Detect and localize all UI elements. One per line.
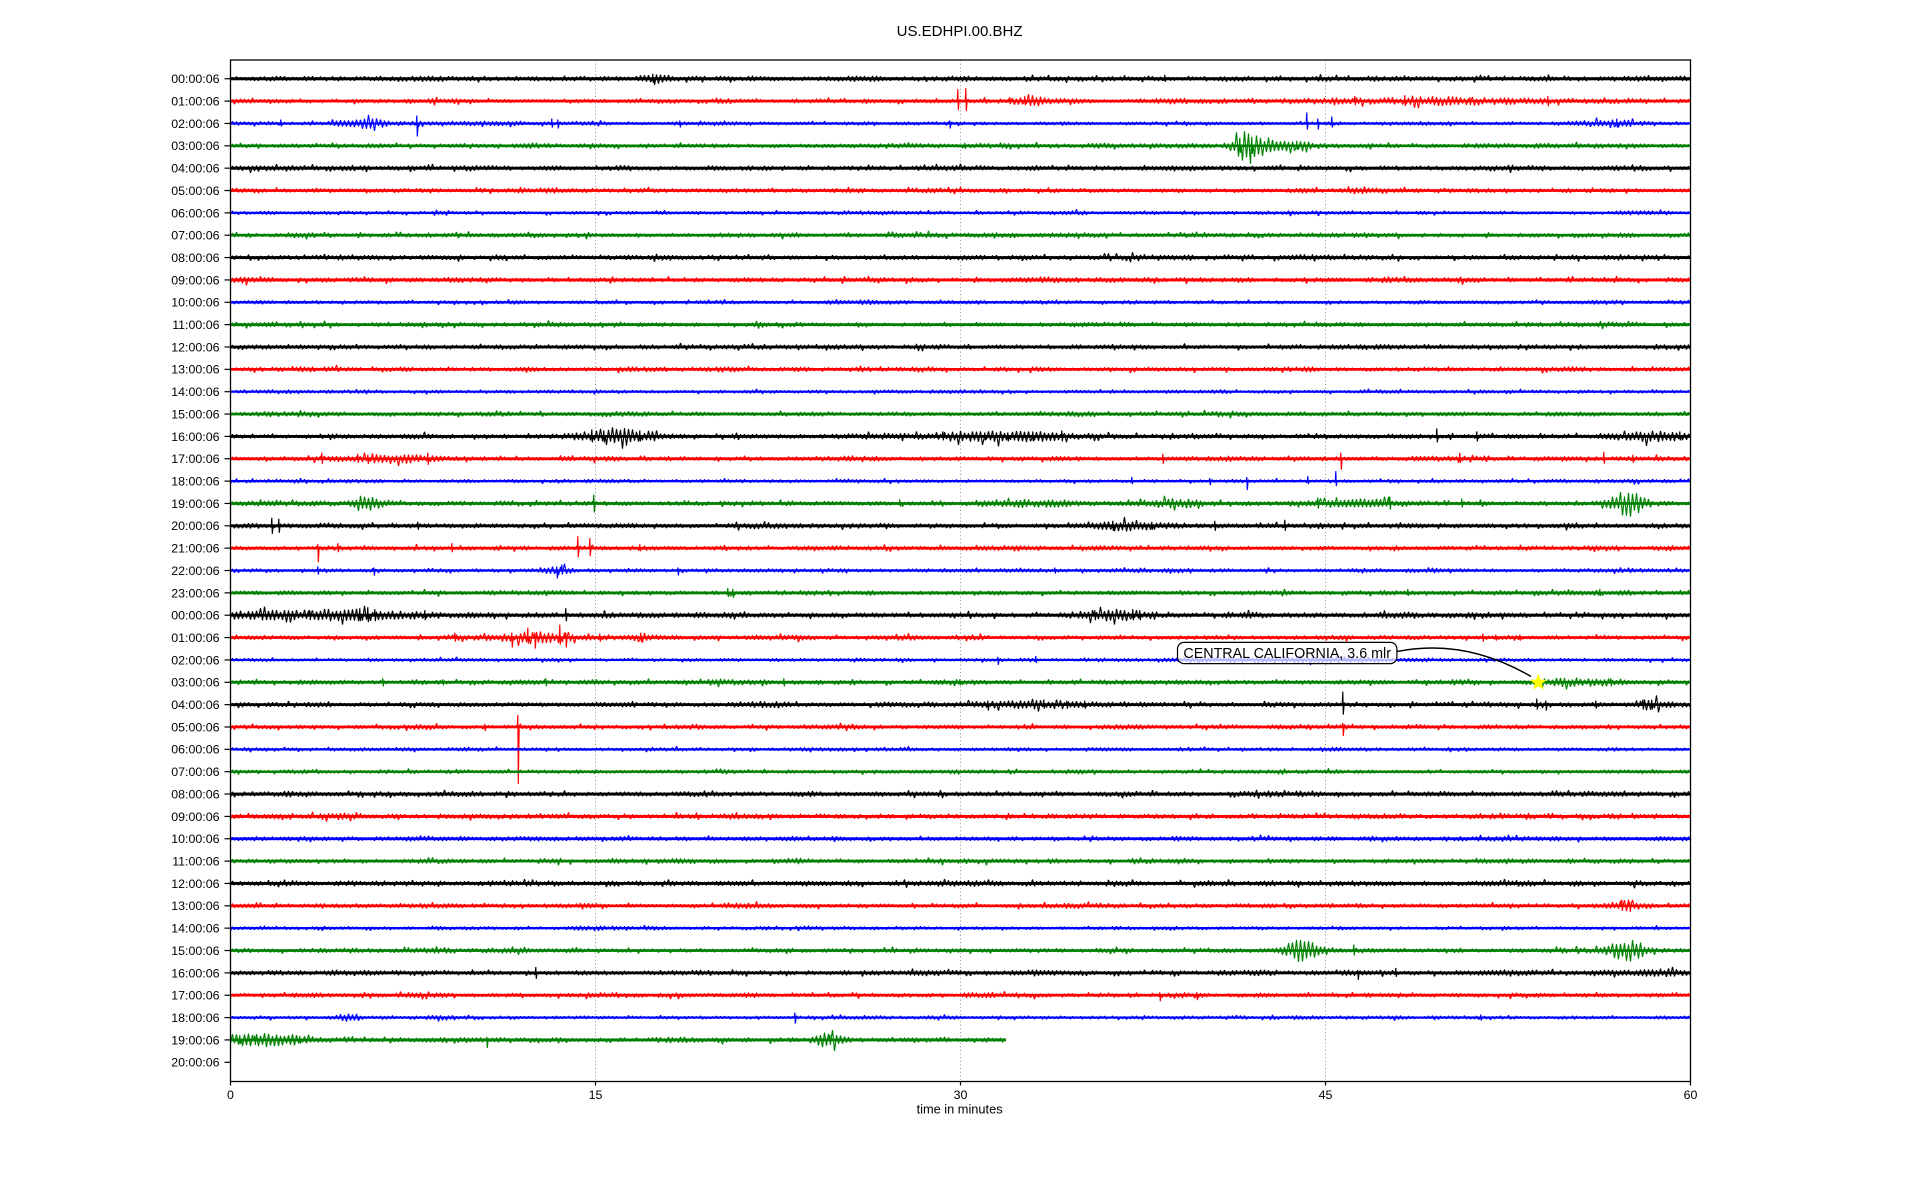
svg-text:22:00:06: 22:00:06 bbox=[171, 564, 219, 578]
svg-text:03:00:06: 03:00:06 bbox=[171, 676, 219, 690]
svg-text:06:00:06: 06:00:06 bbox=[171, 743, 219, 757]
svg-text:04:00:06: 04:00:06 bbox=[171, 698, 219, 712]
svg-text:19:00:06: 19:00:06 bbox=[171, 497, 219, 511]
svg-text:01:00:06: 01:00:06 bbox=[171, 631, 219, 645]
svg-text:0: 0 bbox=[227, 1088, 234, 1102]
svg-text:01:00:06: 01:00:06 bbox=[171, 95, 219, 109]
svg-text:CENTRAL CALIFORNIA, 3.6 mlr: CENTRAL CALIFORNIA, 3.6 mlr bbox=[1183, 646, 1391, 662]
svg-text:14:00:06: 14:00:06 bbox=[171, 922, 219, 936]
svg-text:00:00:06: 00:00:06 bbox=[171, 609, 219, 623]
svg-text:18:00:06: 18:00:06 bbox=[171, 1011, 219, 1025]
svg-text:08:00:06: 08:00:06 bbox=[171, 787, 219, 801]
svg-text:US.EDHPI.00.BHZ: US.EDHPI.00.BHZ bbox=[897, 23, 1023, 40]
svg-text:07:00:06: 07:00:06 bbox=[171, 765, 219, 779]
svg-text:60: 60 bbox=[1684, 1088, 1698, 1102]
svg-text:17:00:06: 17:00:06 bbox=[171, 452, 219, 466]
svg-text:14:00:06: 14:00:06 bbox=[171, 385, 219, 399]
svg-text:02:00:06: 02:00:06 bbox=[171, 117, 219, 131]
svg-text:15:00:06: 15:00:06 bbox=[171, 944, 219, 958]
svg-text:13:00:06: 13:00:06 bbox=[171, 899, 219, 913]
svg-text:12:00:06: 12:00:06 bbox=[171, 340, 219, 354]
svg-text:09:00:06: 09:00:06 bbox=[171, 273, 219, 287]
svg-text:00:00:06: 00:00:06 bbox=[171, 72, 219, 86]
svg-text:30: 30 bbox=[954, 1088, 968, 1102]
svg-text:45: 45 bbox=[1319, 1088, 1333, 1102]
svg-text:16:00:06: 16:00:06 bbox=[171, 966, 219, 980]
svg-text:17:00:06: 17:00:06 bbox=[171, 989, 219, 1003]
svg-text:08:00:06: 08:00:06 bbox=[171, 251, 219, 265]
svg-text:12:00:06: 12:00:06 bbox=[171, 877, 219, 891]
svg-text:23:00:06: 23:00:06 bbox=[171, 586, 219, 600]
svg-text:11:00:06: 11:00:06 bbox=[172, 855, 219, 869]
svg-text:20:00:06: 20:00:06 bbox=[171, 519, 219, 533]
svg-text:06:00:06: 06:00:06 bbox=[171, 206, 219, 220]
svg-text:10:00:06: 10:00:06 bbox=[171, 296, 219, 310]
svg-text:21:00:06: 21:00:06 bbox=[171, 542, 219, 556]
svg-text:02:00:06: 02:00:06 bbox=[171, 653, 219, 667]
svg-text:15: 15 bbox=[589, 1088, 603, 1102]
svg-text:03:00:06: 03:00:06 bbox=[171, 139, 219, 153]
svg-text:11:00:06: 11:00:06 bbox=[172, 318, 219, 332]
svg-text:05:00:06: 05:00:06 bbox=[171, 720, 219, 734]
svg-text:time in minutes: time in minutes bbox=[917, 1102, 1003, 1117]
svg-text:19:00:06: 19:00:06 bbox=[171, 1033, 219, 1047]
svg-text:05:00:06: 05:00:06 bbox=[171, 184, 219, 198]
svg-text:04:00:06: 04:00:06 bbox=[171, 162, 219, 176]
svg-text:10:00:06: 10:00:06 bbox=[171, 832, 219, 846]
svg-text:09:00:06: 09:00:06 bbox=[171, 810, 219, 824]
svg-text:15:00:06: 15:00:06 bbox=[171, 407, 219, 421]
svg-text:16:00:06: 16:00:06 bbox=[171, 430, 219, 444]
svg-text:20:00:06: 20:00:06 bbox=[171, 1056, 219, 1070]
svg-text:07:00:06: 07:00:06 bbox=[171, 229, 219, 243]
svg-text:18:00:06: 18:00:06 bbox=[171, 475, 219, 489]
svg-text:13:00:06: 13:00:06 bbox=[171, 363, 219, 377]
